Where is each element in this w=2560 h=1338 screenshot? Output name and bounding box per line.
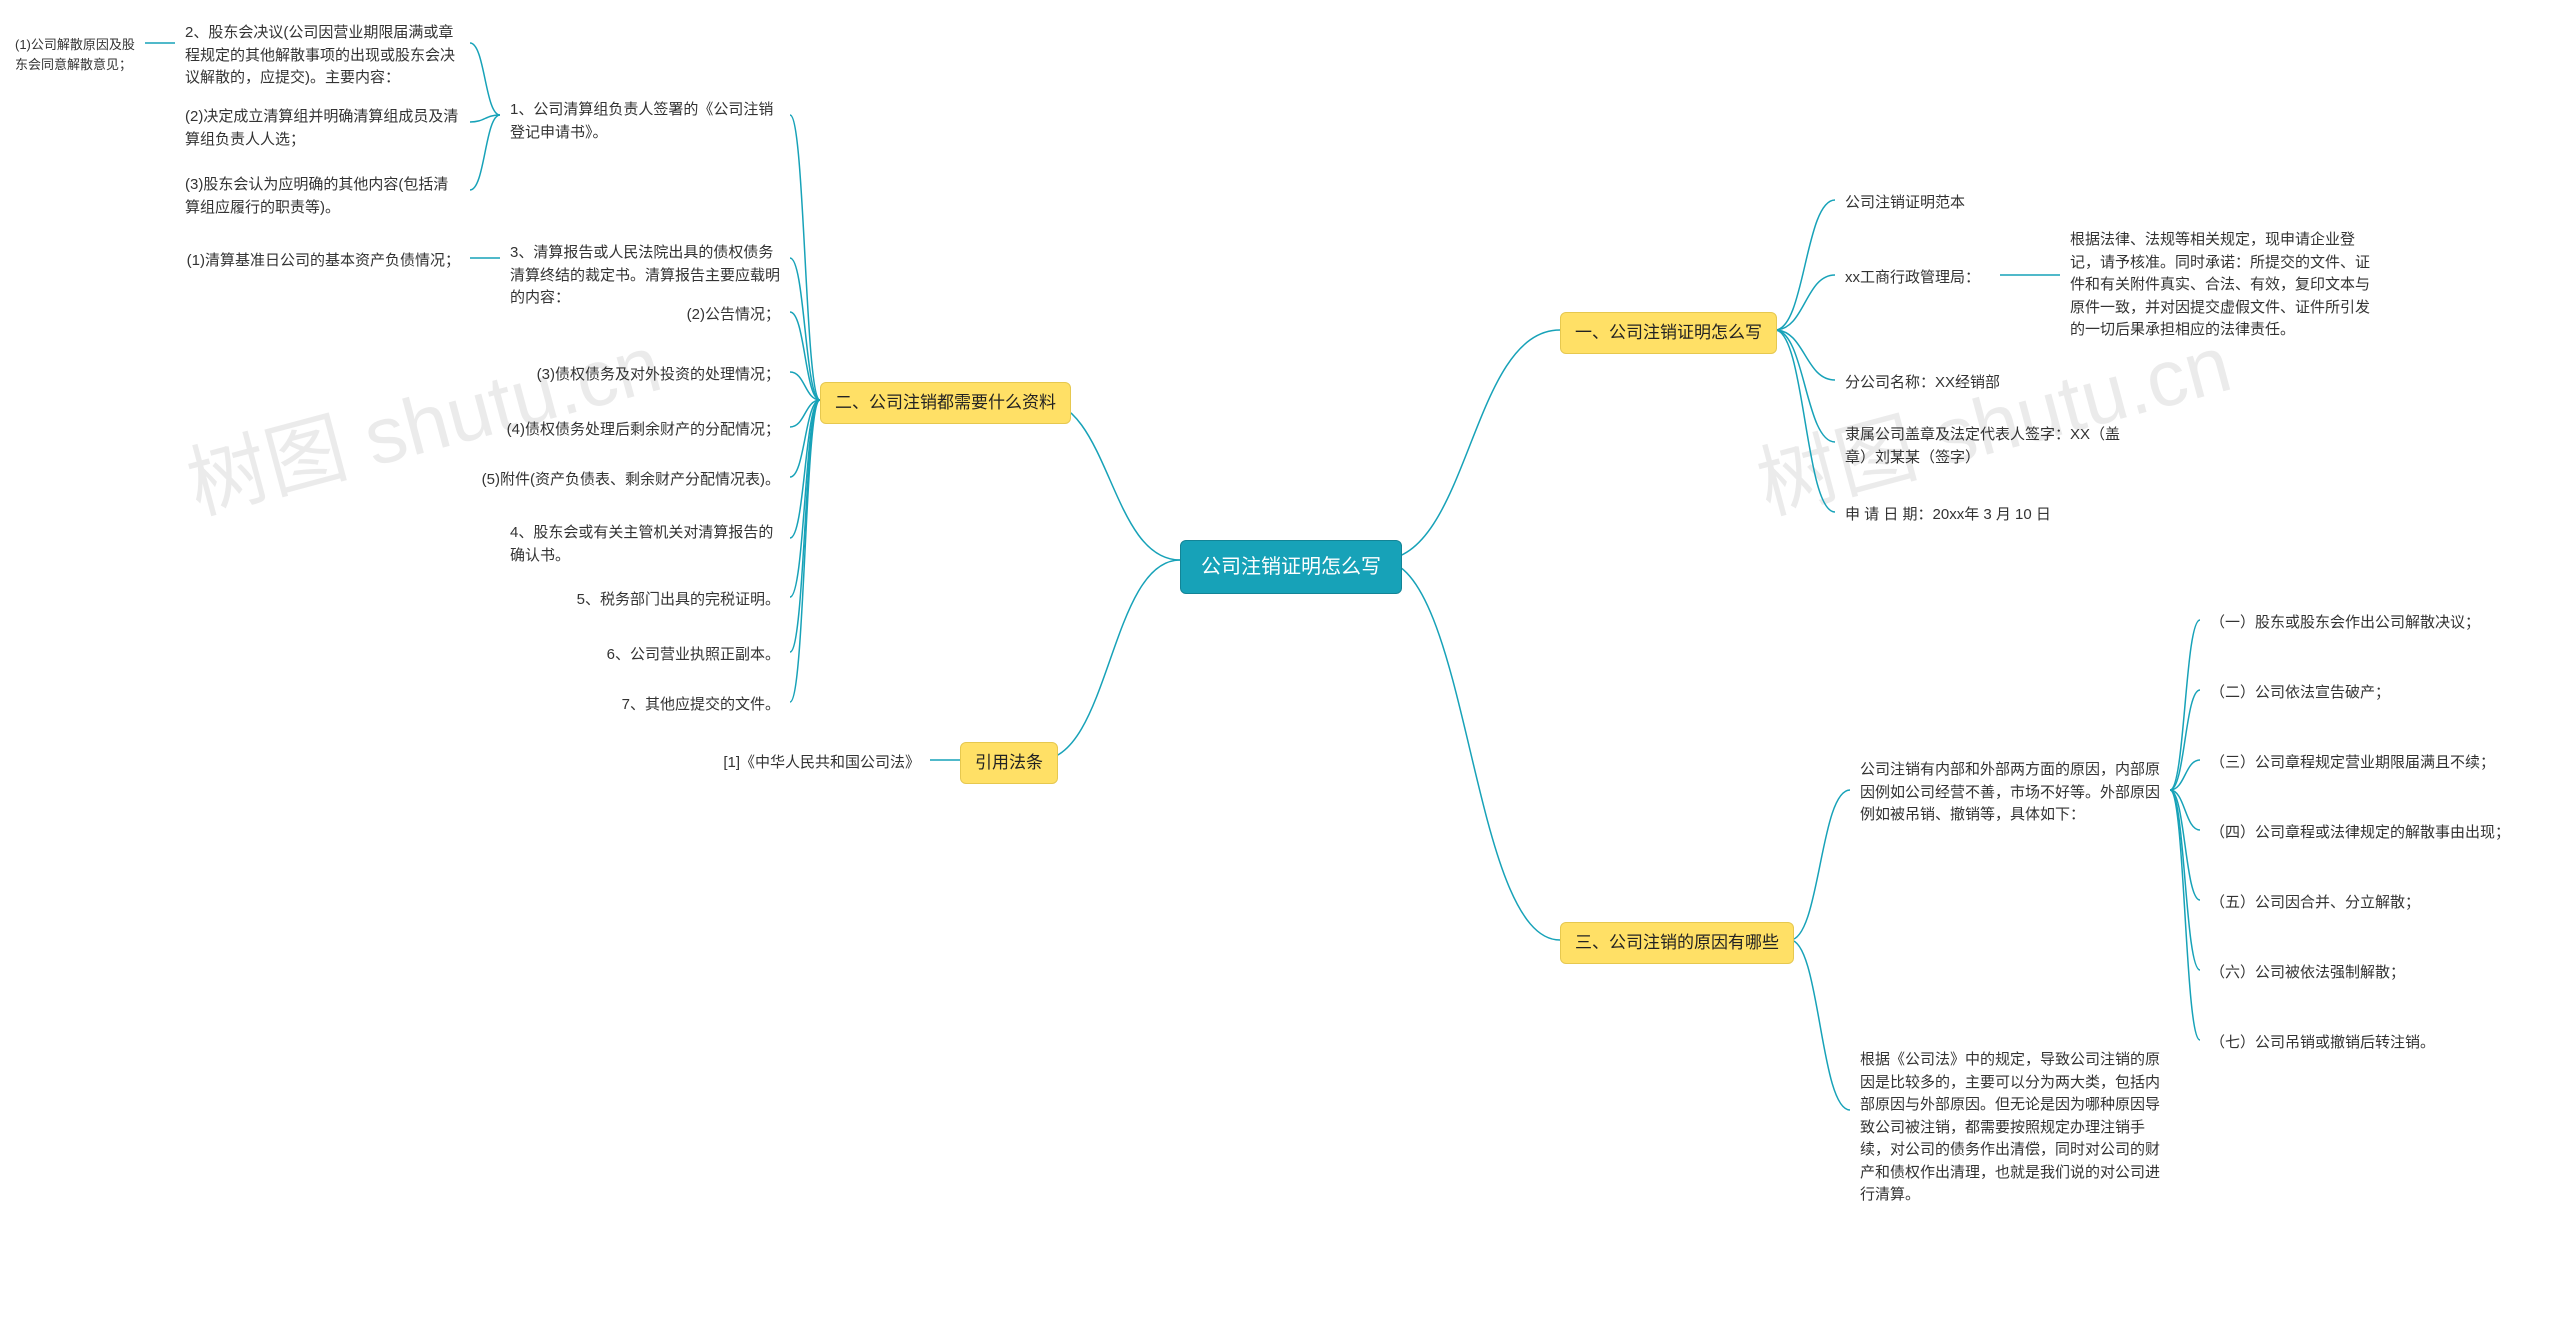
- leaf-node[interactable]: (3)股东会认为应明确的其他内容(包括清算组应履行的职责等)。: [175, 170, 470, 223]
- branch-materials[interactable]: 二、公司注销都需要什么资料: [820, 382, 1071, 424]
- leaf-node[interactable]: 申 请 日 期：20xx年 3 月 10 日: [1835, 500, 2061, 531]
- leaf-node[interactable]: (3)债权债务及对外投资的处理情况；: [527, 360, 790, 391]
- leaf-node[interactable]: 隶属公司盖章及法定代表人签字：XX（盖章）刘某某（签字）: [1835, 420, 2135, 473]
- branch-reasons[interactable]: 三、公司注销的原因有哪些: [1560, 922, 1794, 964]
- leaf-node[interactable]: (4)债权债务处理后剩余财产的分配情况；: [497, 415, 790, 446]
- leaf-node[interactable]: 4、股东会或有关主管机关对清算报告的确认书。: [500, 518, 790, 571]
- final-layout: 树图 shutu.cn 树图 shutu.cn: [0, 0, 2560, 1338]
- branch-how-to-write[interactable]: 一、公司注销证明怎么写: [1560, 312, 1777, 354]
- leaf-node[interactable]: 公司注销有内部和外部两方面的原因，内部原因例如公司经营不善，市场不好等。外部原因…: [1850, 755, 2170, 831]
- leaf-node[interactable]: 公司注销证明范本: [1835, 188, 1975, 219]
- leaf-node[interactable]: 根据法律、法规等相关规定，现申请企业登记，请予核准。同时承诺：所提交的文件、证件…: [2060, 225, 2380, 346]
- root-node[interactable]: 公司注销证明怎么写: [1180, 540, 1402, 594]
- leaf-node[interactable]: （二）公司依法宣告破产；: [2200, 678, 2400, 709]
- leaf-node[interactable]: 6、公司营业执照正副本。: [597, 640, 790, 671]
- leaf-node[interactable]: (2)决定成立清算组并明确清算组成员及清算组负责人人选；: [175, 102, 470, 155]
- leaf-node[interactable]: 7、其他应提交的文件。: [612, 690, 790, 721]
- leaf-node[interactable]: (1)公司解散原因及股东会同意解散意见；: [5, 31, 145, 78]
- mindmap-clean: 树图 shutu.cn 树图 shutu.cn: [0, 0, 2560, 1338]
- leaf-node[interactable]: xx工商行政管理局：: [1835, 263, 1990, 294]
- leaf-node[interactable]: 5、税务部门出具的完税证明。: [567, 585, 790, 616]
- leaf-node[interactable]: 根据《公司法》中的规定，导致公司注销的原因是比较多的，主要可以分为两大类，包括内…: [1850, 1045, 2170, 1211]
- leaf-node[interactable]: （一）股东或股东会作出公司解散决议；: [2200, 608, 2490, 639]
- leaf-node[interactable]: （四）公司章程或法律规定的解散事由出现；: [2200, 818, 2520, 849]
- branch-references[interactable]: 引用法条: [960, 742, 1058, 784]
- leaf-node[interactable]: [1]《中华人民共和国公司法》: [713, 748, 930, 779]
- leaf-node[interactable]: （五）公司因合并、分立解散；: [2200, 888, 2430, 919]
- leaf-node[interactable]: 1、公司清算组负责人签署的《公司注销登记申请书》。: [500, 95, 790, 148]
- leaf-node[interactable]: (1)清算基准日公司的基本资产负债情况；: [177, 246, 470, 277]
- leaf-node[interactable]: (5)附件(资产负债表、剩余财产分配情况表)。: [472, 465, 790, 496]
- leaf-node[interactable]: （七）公司吊销或撤销后转注销。: [2200, 1028, 2445, 1059]
- leaf-node[interactable]: （六）公司被依法强制解散；: [2200, 958, 2415, 989]
- leaf-node[interactable]: （三）公司章程规定营业期限届满且不续；: [2200, 748, 2505, 779]
- leaf-node[interactable]: 分公司名称：XX经销部: [1835, 368, 2010, 399]
- leaf-node[interactable]: 2、股东会决议(公司因营业期限届满或章程规定的其他解散事项的出现或股东会决议解散…: [175, 18, 470, 94]
- leaf-node[interactable]: (2)公告情况；: [677, 300, 790, 331]
